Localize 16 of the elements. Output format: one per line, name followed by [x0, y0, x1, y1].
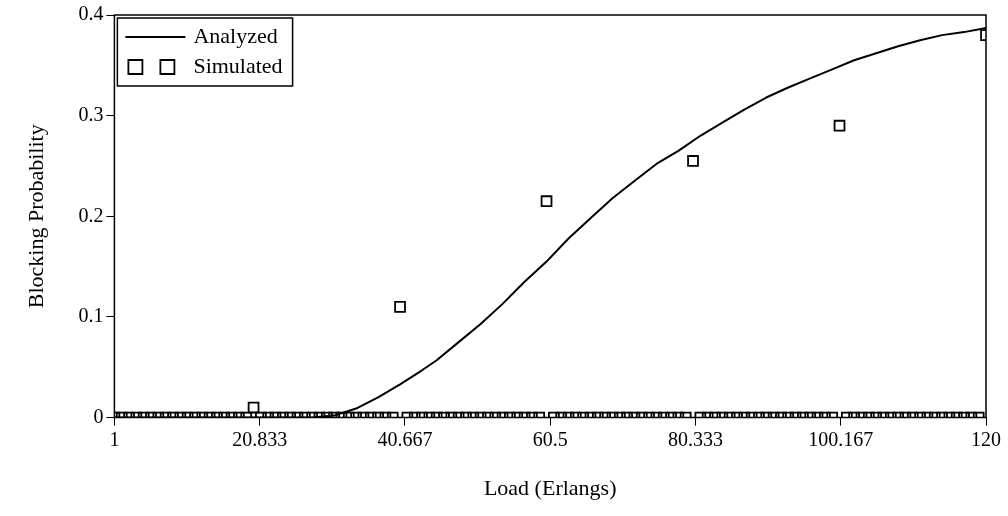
y-tick-label: 0.1	[78, 304, 104, 327]
y-tick-label: 0	[93, 404, 104, 427]
x-axis-title: Load (Erlangs)	[483, 474, 617, 500]
y-axis-title: Blocking Probability	[22, 124, 48, 309]
x-tick-label: 120	[971, 427, 1001, 450]
x-tick-label: 1	[109, 427, 120, 450]
x-tick-label: 100.167	[808, 427, 874, 450]
y-tick-label: 0.3	[78, 102, 104, 125]
x-tick-label: 60.5	[532, 427, 568, 450]
x-tick-label: 40.667	[377, 427, 433, 450]
y-tick-label: 0.2	[78, 203, 104, 226]
y-tick-label: 0.4	[78, 2, 104, 25]
legend-label: Analyzed	[193, 22, 278, 48]
x-tick-label: 80.333	[667, 427, 723, 450]
legend-label: Simulated	[193, 52, 283, 78]
x-tick-label: 20.833	[232, 427, 288, 450]
